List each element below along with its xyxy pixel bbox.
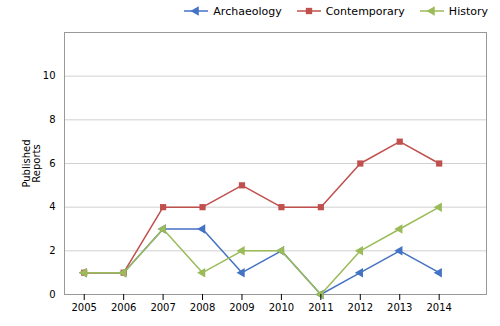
svg-text:PublishedReports: PublishedReports xyxy=(21,139,42,187)
svg-text:2008: 2008 xyxy=(190,302,215,313)
svg-text:2010: 2010 xyxy=(269,302,294,313)
svg-text:2005: 2005 xyxy=(71,302,96,313)
svg-text:2013: 2013 xyxy=(387,302,412,313)
svg-text:8: 8 xyxy=(49,114,55,125)
svg-text:2011: 2011 xyxy=(308,302,333,313)
svg-text:0: 0 xyxy=(49,289,55,300)
svg-text:2006: 2006 xyxy=(111,302,136,313)
html-text:History: History xyxy=(448,4,488,18)
svg-text:2007: 2007 xyxy=(150,302,175,313)
html-text:Archaeology: Archaeology xyxy=(213,4,282,18)
svg-text:2009: 2009 xyxy=(229,302,254,313)
svg-text:2012: 2012 xyxy=(348,302,373,313)
svg-text:6: 6 xyxy=(49,158,55,169)
svg-text:4: 4 xyxy=(49,201,55,212)
html-text:Contemporary: Contemporary xyxy=(325,4,405,18)
svg-text:2014: 2014 xyxy=(426,302,451,313)
svg-text:10: 10 xyxy=(43,70,56,81)
svg-text:2: 2 xyxy=(49,245,55,256)
